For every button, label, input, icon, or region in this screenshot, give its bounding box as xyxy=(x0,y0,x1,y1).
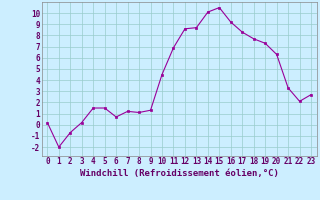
X-axis label: Windchill (Refroidissement éolien,°C): Windchill (Refroidissement éolien,°C) xyxy=(80,169,279,178)
